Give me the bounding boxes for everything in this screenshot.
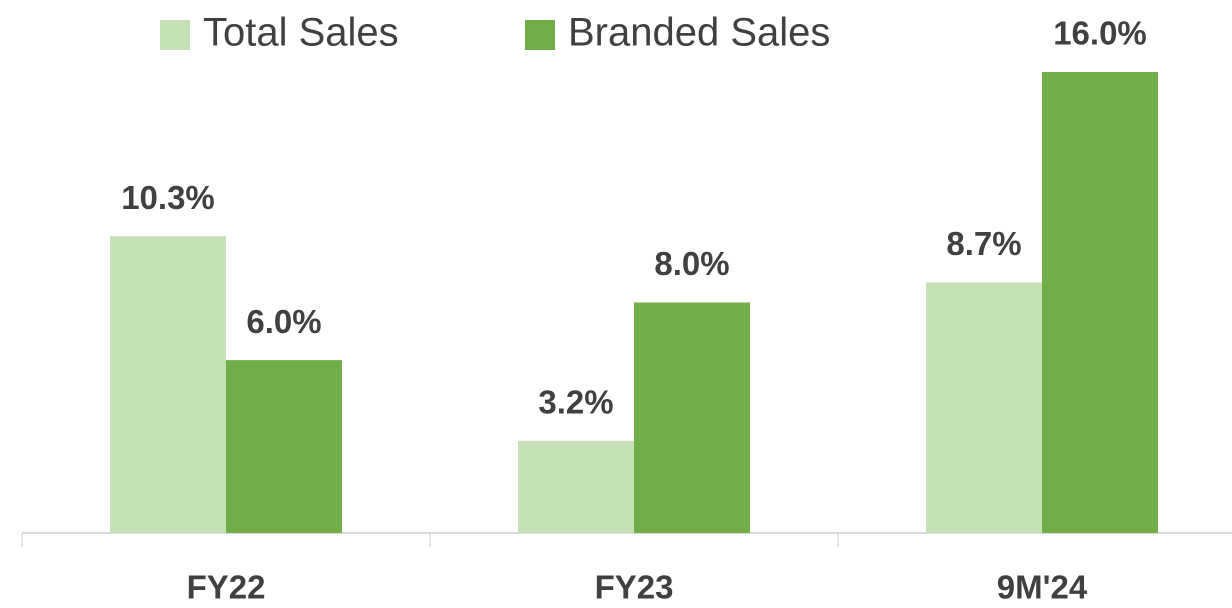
bar [518, 440, 634, 533]
legend-swatch [160, 20, 190, 50]
data-label: 8.0% [654, 245, 729, 282]
data-label: 8.7% [946, 225, 1021, 262]
x-tick-label: FY22 [187, 569, 266, 606]
bar [110, 236, 226, 533]
legend-label: Branded Sales [568, 11, 830, 55]
bar [226, 360, 342, 533]
bar [634, 302, 750, 533]
legend-swatch [525, 20, 555, 50]
bar [926, 282, 1042, 533]
data-label: 16.0% [1053, 15, 1147, 52]
legend-label: Total Sales [203, 11, 399, 55]
x-tick-label: 9M'24 [997, 569, 1088, 606]
bar [1042, 72, 1158, 533]
data-label: 6.0% [246, 303, 321, 340]
data-label: 3.2% [538, 384, 613, 421]
x-tick-label: FY23 [595, 569, 674, 606]
data-label: 10.3% [121, 179, 215, 216]
